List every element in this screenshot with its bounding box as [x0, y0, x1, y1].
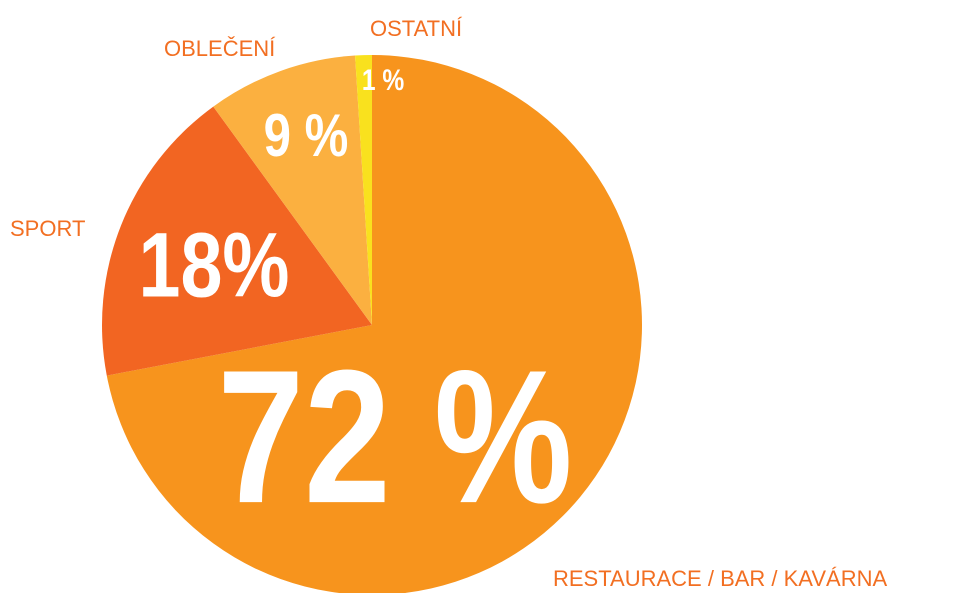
pie-slice — [355, 55, 372, 325]
pie-slice — [101, 106, 372, 376]
value-label: 72 % — [217, 330, 572, 542]
category-label: RESTAURACE / BAR / KAVÁRNA — [553, 566, 887, 591]
category-label: OSTATNÍ — [370, 16, 463, 41]
pie-slice — [213, 55, 372, 326]
value-label: 9 % — [264, 101, 349, 169]
pie-slice — [106, 55, 642, 593]
value-label: 1 % — [362, 63, 404, 97]
value-label: 18% — [139, 213, 290, 316]
category-label: OBLEČENÍ — [164, 36, 276, 61]
category-label: SPORT — [10, 216, 85, 241]
